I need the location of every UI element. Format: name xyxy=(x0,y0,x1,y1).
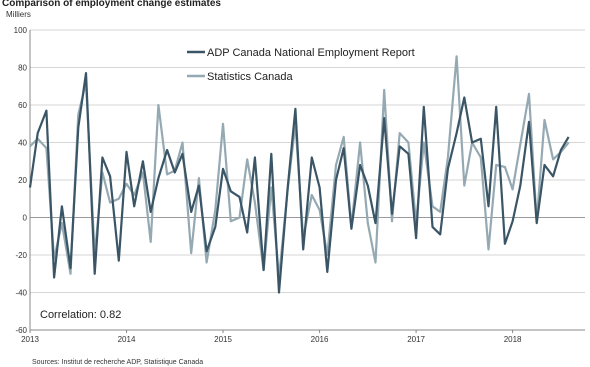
legend-label-adp: ADP Canada National Employment Report xyxy=(207,47,415,59)
x-tick-label: 2017 xyxy=(407,335,425,344)
x-tick-label: 2013 xyxy=(21,335,39,344)
x-tick-label: 2015 xyxy=(214,335,232,344)
y-tick-label: 20 xyxy=(18,176,27,185)
x-tick-label: 2018 xyxy=(504,335,522,344)
y-tick-label: 100 xyxy=(14,26,28,35)
y-tick-label: 80 xyxy=(18,64,27,73)
x-tick-labels: 2013 2014 2015 2016 2017 2018 xyxy=(21,330,522,344)
y-tick-label: 40 xyxy=(18,139,27,148)
correlation-label: Correlation: 0.82 xyxy=(40,309,121,321)
legend: ADP Canada National Employment Report St… xyxy=(187,47,415,83)
y-tick-label: 0 xyxy=(23,214,28,223)
y-tick-labels: -60 -40 -20 0 20 40 60 80 100 xyxy=(14,26,28,335)
x-tick-label: 2014 xyxy=(118,335,136,344)
series-line-adp xyxy=(28,71,570,294)
y-tick-label: -20 xyxy=(15,251,27,260)
y-tick-label: -60 xyxy=(15,326,27,335)
y-tick-label: 60 xyxy=(18,101,27,110)
source-note: Sources: Institut de recherche ADP, Stat… xyxy=(32,359,203,366)
y-tick-label: -40 xyxy=(15,289,27,298)
legend-label-statcan: Statistics Canada xyxy=(207,71,293,83)
series-lines xyxy=(28,55,570,294)
chart-title: Comparison of employment change estimate… xyxy=(2,0,221,9)
correlation-box xyxy=(36,305,136,322)
x-tick-label: 2016 xyxy=(311,335,329,344)
y-axis-label: Milliers xyxy=(6,10,31,19)
